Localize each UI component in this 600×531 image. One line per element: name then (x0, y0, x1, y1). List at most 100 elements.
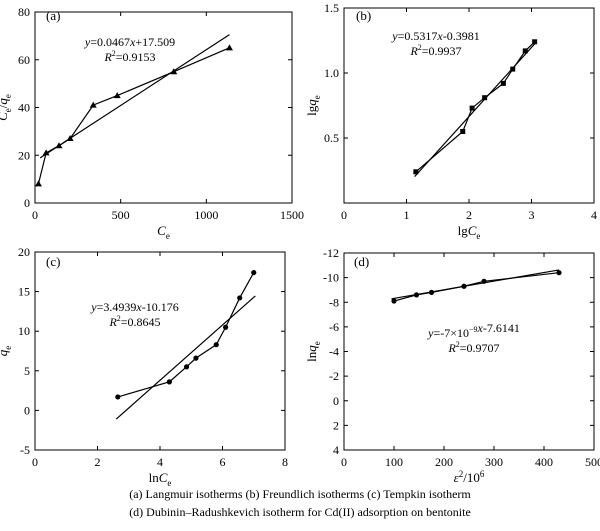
x-axis-label: lgCe (458, 223, 481, 241)
y-tick-label: 5 (24, 364, 30, 378)
fit-equation: y=0.0467x+17.509 (84, 35, 175, 49)
x-tick-label: 0 (341, 208, 347, 222)
y-tick-label: -10 (323, 271, 339, 285)
x-axis-label: ε2/106 (454, 469, 485, 485)
x-tick-label: 6 (220, 455, 226, 469)
data-point (532, 39, 538, 45)
y-tick-label: 0.5 (324, 131, 339, 145)
x-tick-label: 2 (466, 208, 472, 222)
x-tick-label: 3 (529, 208, 535, 222)
panel-d: 0 100 200 300 400 500 -12 -10 -8 -6 -4 -2 0 2 4 (d) y=-7… (304, 246, 600, 485)
panel-a: 0 500 1000 1500 0 20 40 60 80 (a) y=0.0467x+17.509… (0, 5, 304, 241)
data-point (428, 289, 435, 295)
y-tick-label: 2 (333, 418, 339, 432)
data-point (115, 394, 121, 400)
x-tick-label: 200 (435, 455, 453, 469)
series-line (37, 47, 230, 185)
series-line (415, 41, 536, 173)
y-tick-label: 20 (18, 148, 30, 162)
y-tick-label: 1.0 (324, 66, 339, 80)
x-tick-label: 400 (535, 455, 553, 469)
data-point (391, 298, 397, 304)
x-tick-label: 2 (95, 455, 101, 469)
y-tick-label: 4 (333, 443, 339, 457)
data-point (166, 379, 172, 385)
x-tick-label: 1 (404, 208, 410, 222)
y-tick-label: 60 (18, 53, 30, 67)
x-tick-label: 1500 (280, 208, 304, 222)
x-tick-label: 500 (112, 208, 130, 222)
data-point (482, 95, 488, 101)
plot-frame (34, 251, 286, 451)
y-tick-label: -8 (329, 295, 339, 309)
panel-label: (d) (354, 254, 369, 269)
fit-r2: R2=0.9937 (409, 43, 461, 58)
data-point (34, 180, 42, 187)
data-point (223, 324, 229, 330)
y-tick-label: -6 (329, 320, 339, 334)
x-axis-label: lnCe (149, 470, 172, 488)
x-tick-label: 4 (591, 208, 597, 222)
data-point (413, 292, 420, 298)
data-point (413, 169, 419, 175)
y-tick-label: -2 (329, 369, 339, 383)
y-tick-label: 0 (333, 394, 339, 408)
fit-r2: R2=0.9707 (447, 340, 499, 355)
data-point (213, 342, 219, 348)
data-point (237, 295, 243, 301)
y-axis-label: lnqe (304, 341, 322, 362)
caption-line-1: (a) Langmuir isotherms (b) Freundlich is… (129, 487, 471, 501)
y-tick-label: -4 (329, 345, 339, 359)
y-axis-label: Ce/qe (0, 94, 13, 121)
y-tick-label: 20 (18, 245, 30, 259)
x-tick-label: 100 (385, 455, 403, 469)
y-tick-label: -12 (323, 246, 339, 260)
data-point (481, 278, 487, 284)
data-point (510, 66, 516, 72)
data-point (461, 283, 467, 289)
y-axis-label: qe (0, 346, 13, 357)
data-point (170, 68, 178, 75)
panel-label: (b) (356, 8, 371, 23)
data-point (556, 270, 562, 276)
y-tick-label: -5 (20, 443, 30, 457)
data-point (89, 101, 97, 108)
fit-equation: y=-7×10−9x-7.6141 (427, 321, 520, 340)
x-tick-label: 0 (341, 455, 347, 469)
panel-label: (c) (46, 254, 60, 269)
series-line (393, 272, 560, 302)
data-point (193, 355, 199, 361)
series-line (117, 272, 255, 398)
fit-equation: y=0.5317x-0.3981 (391, 29, 479, 43)
x-tick-label: 4 (157, 455, 163, 469)
y-tick-label: 0 (24, 403, 30, 417)
y-tick-label: 1.5 (324, 1, 339, 15)
data-point (225, 44, 233, 51)
y-tick-label: 10 (18, 324, 30, 338)
data-point (66, 135, 74, 142)
fit-r2: R2=0.9153 (103, 49, 155, 64)
x-tick-label: 300 (485, 455, 503, 469)
data-point (522, 48, 528, 54)
data-point (251, 269, 257, 276)
fit-line (115, 295, 256, 420)
data-point (183, 364, 190, 370)
y-tick-label: 15 (18, 285, 30, 299)
data-point (469, 105, 475, 111)
y-axis-label: lgqe (304, 95, 322, 116)
x-tick-label: 0 (32, 455, 38, 469)
fit-equation: y=3.4939x-10.176 (90, 300, 178, 314)
data-point (42, 149, 50, 156)
y-tick-label: 80 (18, 5, 30, 19)
data-point (113, 92, 121, 99)
x-tick-label: 1000 (194, 208, 218, 222)
fit-r2: R2=0.8645 (108, 314, 160, 329)
data-point (500, 80, 506, 86)
panel-b: 0 1 2 3 4 0.5 1.0 1.5 (b) y=0.5317x-0.3981R2=0.99… (304, 1, 597, 241)
x-tick-label: 8 (282, 455, 288, 469)
y-tick-label: 40 (18, 101, 30, 115)
panel-c: 0 2 4 6 8-505101520(c)y=3.4939x-10.176R2=0.8… (0, 245, 288, 488)
x-axis-label: Ce (157, 223, 170, 241)
x-tick-label: 0 (32, 208, 38, 222)
